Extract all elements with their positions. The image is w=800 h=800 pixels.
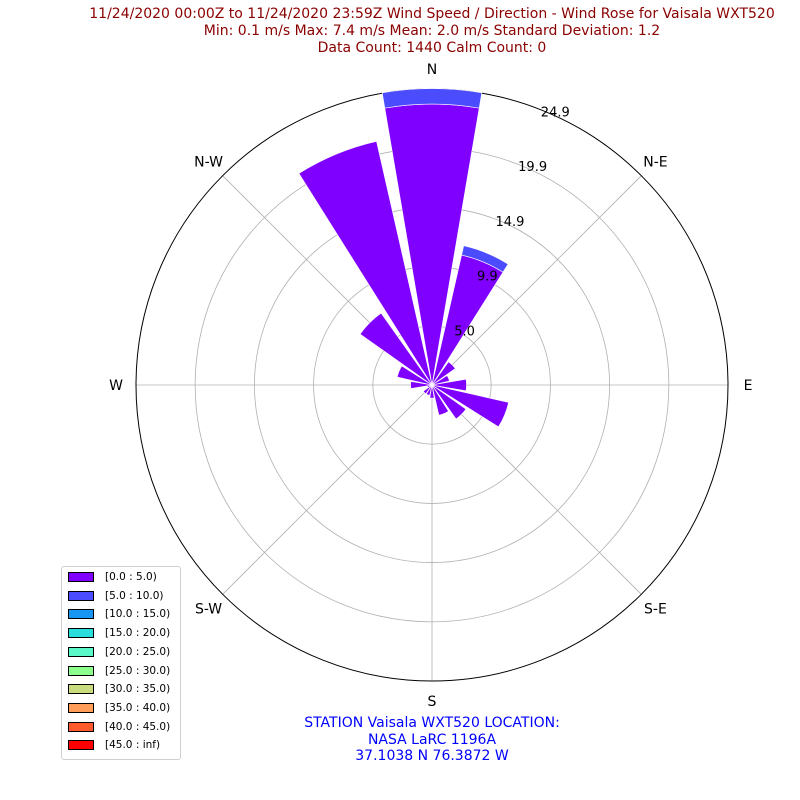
station-line-2: NASA LaRC 1196A [367,731,497,748]
legend-item: [5.0 : 10.0) [68,589,163,603]
chart-title: 11/24/2020 00:00Z to 11/24/2020 23:59Z W… [0,6,800,57]
bar-sector-9-bin-0 [425,384,433,396]
bar-sector-15-bin-0 [298,140,433,386]
legend-item: [0.0 : 5.0) [68,570,157,584]
wind-rose-bars [298,88,509,428]
title-line-1: 11/24/2020 00:00Z to 11/24/2020 23:59Z W… [89,6,775,22]
legend-swatch [68,590,94,601]
bar-sector-4-bin-0 [431,378,467,392]
legend-swatch [68,721,94,732]
legend-label: [40.0 : 45.0) [105,720,171,733]
legend-label: [25.0 : 30.0) [105,664,171,677]
spoke-s-w [222,384,433,595]
legend-label: [10.0 : 15.0) [105,608,171,621]
legend-label: [45.0 : inf) [105,739,161,752]
station-line-3: 37.1038 N 76.3872 W [355,748,509,764]
legend-swatch [68,684,94,695]
legend-item: [45.0 : inf) [68,738,160,752]
legend-label: [20.0 : 25.0) [105,645,171,658]
legend-item: [10.0 : 15.0) [68,607,170,621]
direction-label-n: N [427,62,437,78]
radial-tick-label: 14.9 [495,215,524,230]
legend-swatch [68,609,94,620]
radial-tick-label: 9.9 [477,270,498,285]
direction-label-n-w: N-W [194,155,223,171]
axis-labels: N N-E E S-E S S-W W N-W 5.0 9.9 14.9 19.9 24.9 [109,62,752,710]
direction-label-e: E [744,378,753,394]
legend-label: [15.0 : 20.0) [105,627,171,640]
bar-sector-1-bin-1 [461,245,509,273]
legend-swatch [68,646,94,657]
bar-sector-10-bin-0 [422,384,433,395]
radial-tick-label: 5.0 [454,324,475,339]
bar-sector-13-bin-0 [396,365,433,386]
legend-swatch [68,628,94,639]
spoke-n-e [431,175,642,386]
direction-label-w: W [109,378,123,394]
bar-sector-12-bin-0 [410,381,433,389]
legend-label: [35.0 : 40.0) [105,701,171,714]
legend-label: [5.0 : 10.0) [105,589,164,602]
bar-sector-14-bin-0 [359,312,433,386]
legend-label: [0.0 : 5.0) [105,571,157,583]
direction-label-s-w: S-W [195,601,222,617]
legend-swatch [68,572,94,582]
legend-swatch [68,665,94,676]
bar-sector-2-bin-0 [431,361,456,386]
legend-swatch [68,740,94,751]
direction-label-s: S [428,694,437,710]
legend-item: [40.0 : 45.0) [68,720,170,734]
bar-sector-7-bin-0 [431,384,449,416]
legend-item: [20.0 : 25.0) [68,645,170,659]
title-line-2: Min: 0.1 m/s Max: 7.4 m/s Mean: 2.0 m/s … [203,23,661,39]
legend-item: [15.0 : 20.0) [68,626,170,640]
station-line-1: STATION Vaisala WXT520 LOCATION: [304,715,560,731]
speed-legend: [0.0 : 5.0) [5.0 : 10.0) [10.0 : 15.0) [15.… [61,566,181,760]
legend-label: [30.0 : 35.0) [105,683,171,696]
title-line-3: Data Count: 1440 Calm Count: 0 [317,40,547,56]
spoke-s-e [431,384,642,595]
bar-sector-5-bin-0 [431,384,509,428]
bar-sector-6-bin-0 [431,384,467,420]
bar-sector-8-bin-0 [429,384,435,399]
legend-swatch [68,702,94,713]
direction-label-n-e: N-E [643,155,667,171]
legend-item: [30.0 : 35.0) [68,682,170,696]
direction-label-s-e: S-E [644,601,667,617]
legend-item: [25.0 : 30.0) [68,664,170,678]
station-info: STATION Vaisala WXT520 LOCATION: NASA La… [0,715,800,765]
legend-item: [35.0 : 40.0) [68,701,170,715]
bar-sector-3-bin-0 [431,375,450,386]
radial-tick-label: 19.9 [518,160,547,175]
bar-sector-0-bin-1 [381,88,483,109]
radial-tick-label: 24.9 [541,106,570,121]
